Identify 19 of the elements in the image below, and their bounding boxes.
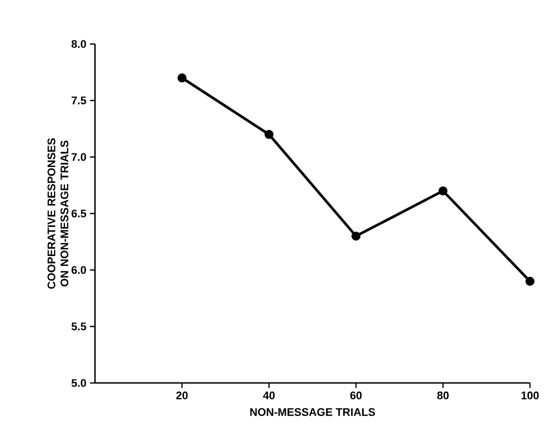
y-tick-label: 7.5 <box>72 96 86 104</box>
point <box>438 186 448 196</box>
point <box>352 232 360 241</box>
y-tick-label: 5.0 <box>72 379 86 387</box>
x-tick-label: 100 <box>522 392 539 400</box>
y-tick-label: 7.0 <box>72 153 86 161</box>
point <box>264 130 274 139</box>
point <box>525 276 534 286</box>
x-axis-title: NON-MESSAGE TRIALS <box>250 408 375 416</box>
y-tick-label: 5.5 <box>72 322 86 330</box>
x-tick-label: 20 <box>176 392 188 400</box>
x-tick-label: 60 <box>350 392 362 400</box>
point <box>178 73 187 82</box>
y-tick-label: 8.0 <box>72 40 86 48</box>
x-tick-label: 40 <box>263 392 275 400</box>
y-tick-label: 6.0 <box>72 266 86 274</box>
x-tick-label: 80 <box>437 392 449 400</box>
y-axis-title: COOPERATIVE RESPONSES ON NON-MESSAGE TRIALS <box>48 138 68 289</box>
y-tick-label: 6.5 <box>72 210 86 218</box>
